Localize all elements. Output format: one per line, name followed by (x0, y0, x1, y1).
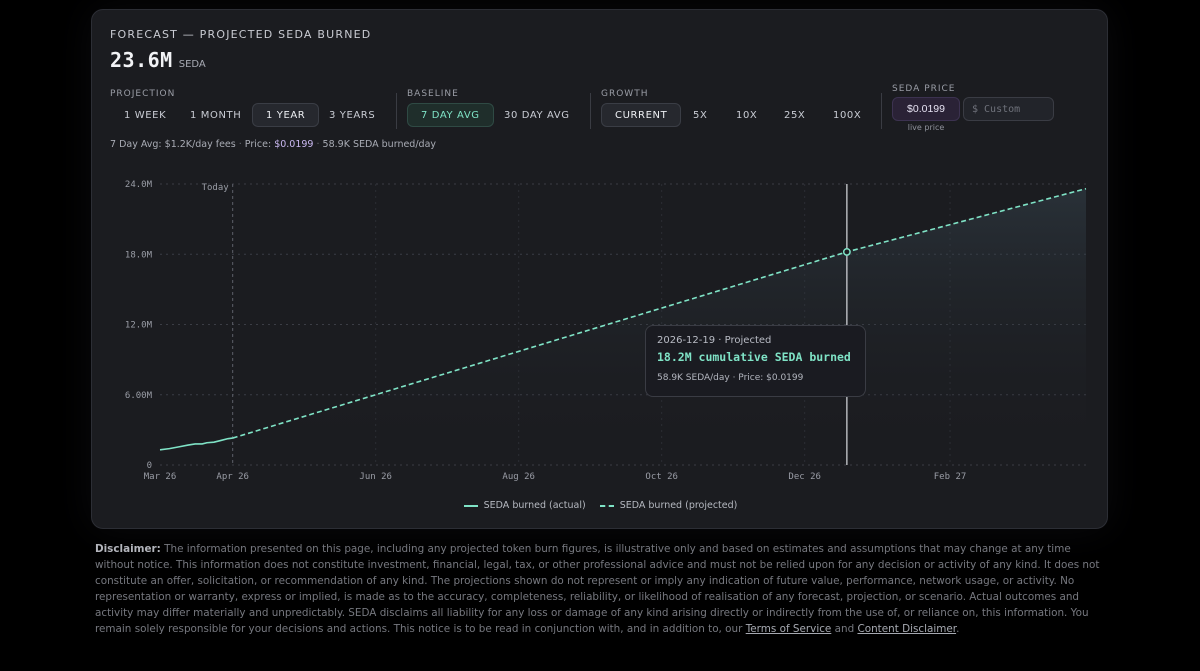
summary-price: $0.0199 (274, 139, 314, 150)
baseline-7-day-button[interactable]: 7 DAY AVG (407, 103, 494, 127)
projection-1-month-button[interactable]: 1 MONTH (176, 103, 255, 127)
disclaimer-and: and (831, 623, 858, 635)
growth-100x-button[interactable]: 100X (819, 103, 875, 127)
chart-axes: 0 6.00M 12.0M 18.0M 24.0M Mar 26 Apr 26 Jun 26 A… (125, 180, 966, 482)
y-tick-label: 12.0M (125, 321, 153, 331)
summary-line: 7 Day Avg: $1.2K/day fees · Price: $0.01… (110, 139, 436, 150)
summary-separator: · (235, 139, 245, 150)
growth-10x-button[interactable]: 10X (722, 103, 771, 127)
disclaimer: Disclaimer: The information presented on… (95, 541, 1105, 637)
y-tick-label: 6.00M (125, 391, 153, 401)
controls-divider (881, 93, 882, 129)
legend-dashed-swatch (599, 504, 614, 507)
x-tick-label: Jun 26 (359, 472, 392, 482)
disclaimer-label: Disclaimer: (95, 543, 161, 555)
summary-price-label: Price: (244, 139, 275, 150)
growth-current-button[interactable]: CURRENT (601, 103, 682, 127)
growth-label: GROWTH (601, 89, 649, 99)
growth-25x-button[interactable]: 25X (770, 103, 819, 127)
chart-tooltip: 2026-12-19 · Projected 18.2M cumulative … (645, 325, 866, 397)
terms-of-service-link[interactable]: Terms of Service (745, 623, 832, 635)
disclaimer-text: The information presented on this page, … (95, 543, 1100, 635)
summary-separator: · (313, 139, 323, 150)
chart-hover (842, 184, 851, 465)
baseline-30-day-button[interactable]: 30 DAY AVG (490, 103, 584, 127)
x-tick-label: Apr 26 (216, 472, 249, 482)
content-disclaimer-link[interactable]: Content Disclaimer (857, 623, 957, 635)
headline-unit: SEDA (178, 59, 206, 70)
baseline-label: BASELINE (407, 89, 459, 99)
projection-1-year-button[interactable]: 1 YEAR (252, 103, 320, 127)
projection-3-years-button[interactable]: 3 YEARS (315, 103, 389, 127)
x-tick-label: Oct 26 (645, 472, 678, 482)
custom-price-input[interactable] (963, 97, 1054, 121)
summary-avg: 7 Day Avg: $1.2K/day fees (110, 139, 236, 150)
legend-projected[interactable]: SEDA burned (projected) (599, 500, 738, 511)
controls-divider (396, 93, 397, 129)
headline-value: 23.6M (110, 48, 173, 72)
actual-series-line (159, 437, 233, 451)
today-label: Today (202, 183, 230, 193)
y-tick-label: 0 (147, 461, 152, 471)
growth-5x-button[interactable]: 5X (679, 103, 721, 127)
legend-actual[interactable]: SEDA burned (actual) (463, 500, 586, 511)
projection-1-week-button[interactable]: 1 WEEK (110, 103, 180, 127)
tooltip-value: 18.2M cumulative SEDA burned (657, 350, 851, 364)
forecast-card: FORECAST — PROJECTED SEDA BURNED 23.6M S… (91, 9, 1108, 529)
y-tick-label: 24.0M (125, 180, 153, 190)
live-price-button[interactable]: $0.0199 (892, 97, 960, 121)
hover-point (842, 247, 851, 256)
x-tick-label: Feb 27 (934, 472, 967, 482)
x-tick-label: Mar 26 (144, 472, 177, 482)
legend-solid-swatch (463, 504, 478, 507)
summary-burn-rate: 58.9K SEDA burned/day (322, 139, 437, 150)
x-tick-label: Aug 26 (502, 472, 535, 482)
headline: 23.6M SEDA (110, 48, 206, 72)
x-tick-label: Dec 26 (788, 472, 821, 482)
disclaimer-end: . (956, 623, 960, 635)
seda-price-label: SEDA PRICE (892, 84, 956, 94)
tooltip-detail: 58.9K SEDA/day · Price: $0.0199 (657, 373, 804, 383)
burn-chart[interactable]: 0 6.00M 12.0M 18.0M 24.0M Mar 26 Apr 26 Jun 26 A… (92, 10, 1109, 530)
y-tick-label: 18.0M (125, 250, 153, 260)
projection-label: PROJECTION (110, 89, 176, 99)
card-eyebrow: FORECAST — PROJECTED SEDA BURNED (110, 28, 372, 41)
tooltip-date: 2026-12-19 · Projected (657, 335, 772, 346)
chart-legend: SEDA burned (actual) SEDA burned (projec… (92, 500, 1109, 511)
legend-actual-label: SEDA burned (actual) (483, 500, 586, 511)
controls-divider (590, 93, 591, 129)
legend-projected-label: SEDA burned (projected) (619, 500, 738, 511)
live-price-caption: live price (907, 123, 945, 132)
